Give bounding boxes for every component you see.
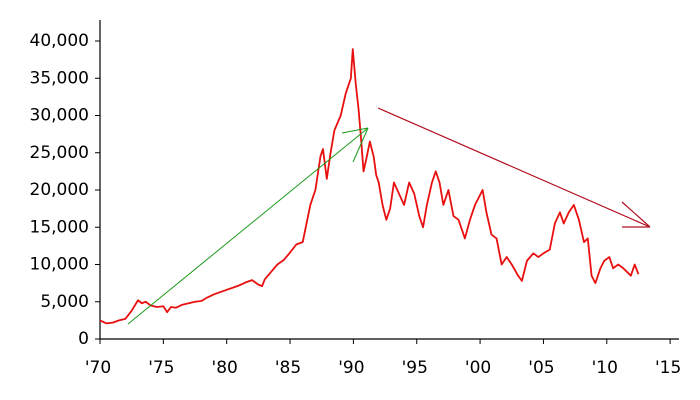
x-tick-label: '00 xyxy=(465,358,491,378)
rise-arrow xyxy=(127,127,369,325)
y-tick-label: 40,000 xyxy=(30,31,89,51)
x-tick-label: '05 xyxy=(528,358,554,378)
y-tick-label: 5,000 xyxy=(40,292,89,312)
y-tick-label: 20,000 xyxy=(30,180,89,200)
y-tick-label: 30,000 xyxy=(30,106,89,126)
decline-arrow xyxy=(377,107,651,228)
x-tick-label: '95 xyxy=(402,358,428,378)
data-line xyxy=(99,48,640,325)
x-tick-label: '15 xyxy=(655,358,681,378)
x-tick-label: '70 xyxy=(85,358,111,378)
x-tick-label: '85 xyxy=(275,358,301,378)
y-tick-label: 25,000 xyxy=(30,143,89,163)
x-tick-label: '10 xyxy=(592,358,618,378)
x-tick-label: '80 xyxy=(212,358,238,378)
x-tick-label: '75 xyxy=(148,358,174,378)
y-tick-label: 0 xyxy=(78,329,89,349)
y-tick-label: 10,000 xyxy=(30,255,89,275)
x-tick-label: '90 xyxy=(338,358,364,378)
y-tick-label: 35,000 xyxy=(30,68,89,88)
plot-area xyxy=(99,48,640,325)
y-tick-label: 15,000 xyxy=(30,217,89,237)
